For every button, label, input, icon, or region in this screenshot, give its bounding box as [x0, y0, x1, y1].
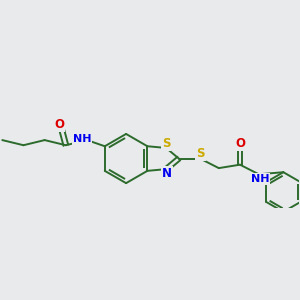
- Text: S: S: [162, 137, 170, 150]
- Text: NH: NH: [73, 134, 92, 144]
- Text: S: S: [196, 147, 205, 160]
- Text: NH: NH: [251, 174, 269, 184]
- Text: O: O: [54, 118, 64, 131]
- Text: O: O: [235, 137, 245, 150]
- Text: N: N: [162, 167, 172, 180]
